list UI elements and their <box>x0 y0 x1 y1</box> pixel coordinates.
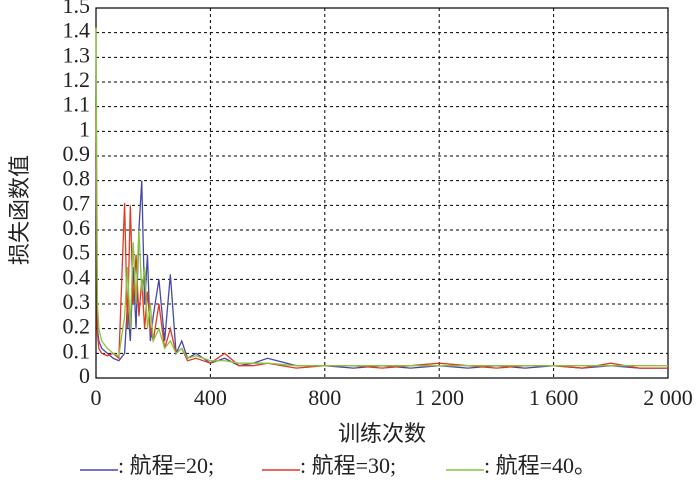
x-tick-label: 800 <box>308 385 341 410</box>
series-line <box>95 155 668 369</box>
x-tick-label: 1 600 <box>529 385 579 410</box>
x-tick-label: 1 200 <box>414 385 464 410</box>
y-tick-label: 0 <box>79 363 90 388</box>
y-tick-label: 0.7 <box>63 190 91 215</box>
legend-label: : 航程=30; <box>300 453 396 478</box>
x-axis-label: 训练次数 <box>338 421 426 446</box>
y-tick-label: 0.5 <box>63 240 91 265</box>
y-tick-label: 1.3 <box>63 42 91 67</box>
x-tick-label: 2 000 <box>643 385 693 410</box>
plot-frame <box>95 7 669 379</box>
y-tick-label: 0.9 <box>63 141 91 166</box>
y-tick-label: 1.4 <box>63 18 91 43</box>
y-tick-label: 1.2 <box>63 67 91 92</box>
y-axis-label: 损失函数值 <box>7 155 32 265</box>
y-tick-label: 0.4 <box>63 264 91 289</box>
y-tick-label: 0.3 <box>63 289 91 314</box>
series-line <box>95 27 668 367</box>
y-tick-label: 1 <box>79 116 90 141</box>
y-tick-label: 0.6 <box>63 215 91 240</box>
legend-label: : 航程=20; <box>118 453 214 478</box>
y-tick-label: 0.8 <box>63 166 91 191</box>
legend-label: : 航程=40。 <box>484 453 596 478</box>
y-tick-label: 0.2 <box>63 314 91 339</box>
y-tick-label: 1.5 <box>63 0 91 18</box>
x-tick-label: 400 <box>194 385 227 410</box>
y-tick-label: 1.1 <box>63 92 91 117</box>
x-tick-label: 0 <box>91 385 102 410</box>
y-tick-label: 0.1 <box>63 338 91 363</box>
